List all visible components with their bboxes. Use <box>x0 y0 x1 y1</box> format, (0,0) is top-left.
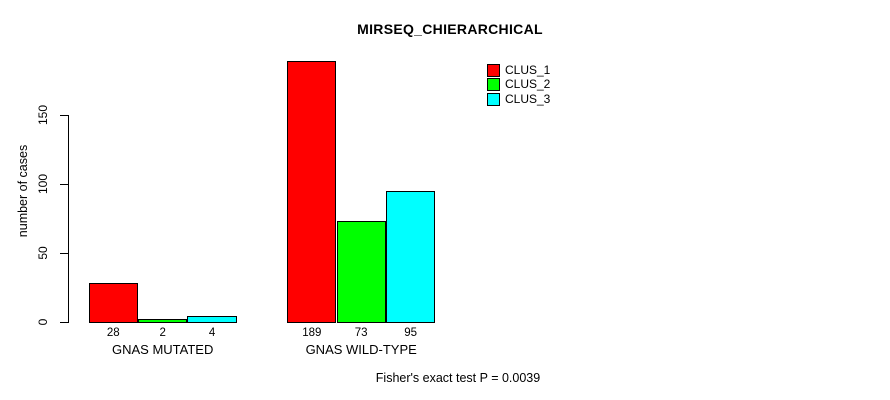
bar-clus_3-group2 <box>385 190 436 323</box>
y-tick-label: 50 <box>36 246 50 260</box>
y-tick-mark <box>59 322 68 324</box>
bar-clus_2-group1 <box>138 319 188 323</box>
annotation-fisher-test: Fisher's exact test P = 0.0039 <box>375 371 541 385</box>
legend-swatch-clus-2 <box>487 78 500 92</box>
y-tick-mark <box>59 114 68 116</box>
bar-value-label: 189 <box>302 327 322 339</box>
y-tick-mark <box>59 252 68 255</box>
legend-item-clus-1: CLUS_1 <box>487 63 550 78</box>
y-axis-line <box>67 114 69 323</box>
legend-swatch-clus-3 <box>487 92 500 106</box>
legend: CLUS_1 CLUS_2 CLUS_3 <box>487 63 550 107</box>
bar-clus_3-group1 <box>187 316 237 323</box>
category-label-gnas-wild-type: GNAS WILD-TYPE <box>305 342 417 357</box>
legend-label-clus-2: CLUS_2 <box>505 77 551 92</box>
category-label-gnas-mutated: GNAS MUTATED <box>112 342 214 357</box>
legend-label-clus-3: CLUS_3 <box>505 91 551 106</box>
legend-item-clus-2: CLUS_2 <box>487 78 550 93</box>
bar-value-label: 73 <box>354 327 368 339</box>
bar-clus_1-group2 <box>287 60 337 323</box>
legend-swatch-clus-1 <box>487 63 500 77</box>
y-tick-label: 100 <box>36 173 50 194</box>
bar-value-label: 2 <box>159 327 166 339</box>
bar-value-label: 4 <box>208 327 216 339</box>
legend-item-clus-3: CLUS_3 <box>487 92 550 107</box>
bar-clus_1-group1 <box>88 283 138 323</box>
chart-title: MIRSEQ_CHIERARCHICAL <box>357 21 543 37</box>
bar-value-label: 95 <box>404 327 417 339</box>
bar-clus_2-group2 <box>336 221 386 323</box>
y-tick-mark <box>59 183 68 186</box>
y-tick-label: 0 <box>36 318 50 326</box>
y-tick-label: 150 <box>36 104 50 125</box>
legend-label-clus-1: CLUS_1 <box>505 62 551 77</box>
bar-value-label: 28 <box>106 327 120 339</box>
